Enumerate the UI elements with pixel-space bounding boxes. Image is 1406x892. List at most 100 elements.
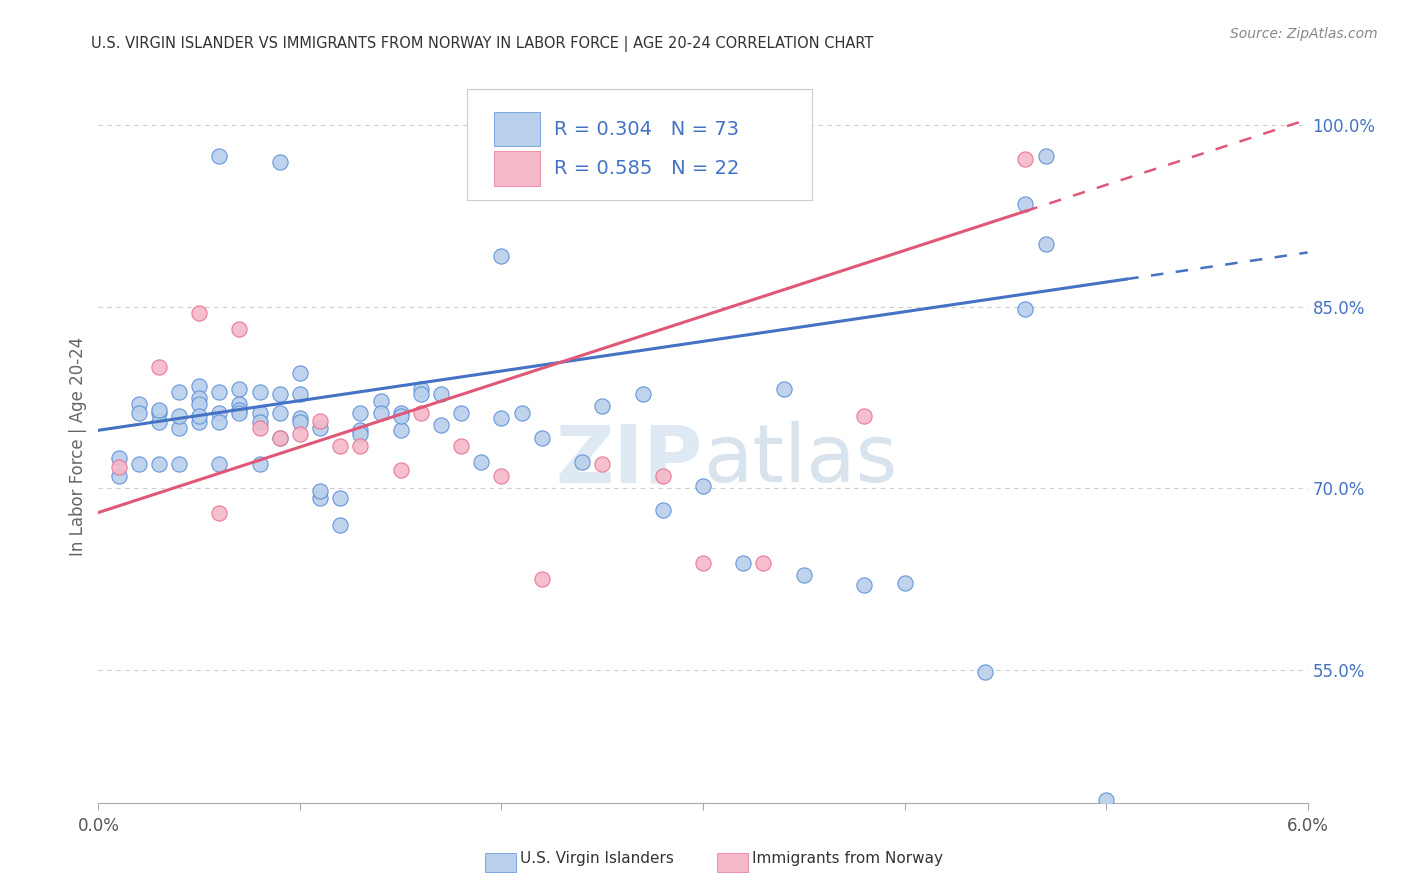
Point (491, 411, 513, 425)
Point (491, 469, 513, 483)
Point (107, 459, 129, 474)
Point (148, 415, 170, 429)
Point (269, 154, 291, 169)
Point (188, 306, 211, 320)
Point (692, 557, 714, 571)
Point (269, 431, 291, 445)
Point (793, 568, 815, 582)
Point (853, 409, 876, 423)
Point (148, 360, 170, 375)
FancyBboxPatch shape (467, 89, 811, 200)
Point (208, 406, 231, 420)
Point (510, 406, 533, 420)
Point (288, 426, 311, 441)
Text: R = 0.304   N = 73: R = 0.304 N = 73 (554, 120, 740, 138)
Point (188, 409, 211, 423)
Point (208, 506, 231, 520)
Text: atlas: atlas (703, 421, 897, 500)
Point (249, 415, 271, 429)
Point (1014, 197, 1036, 211)
Point (430, 387, 453, 401)
Point (208, 457, 231, 471)
Point (772, 382, 794, 396)
Point (651, 503, 673, 517)
Point (107, 451, 129, 466)
Point (389, 423, 412, 437)
Point (228, 406, 250, 420)
Point (370, 406, 392, 420)
Point (309, 483, 332, 498)
Point (228, 397, 250, 411)
Point (208, 149, 231, 163)
FancyBboxPatch shape (494, 152, 540, 186)
Point (228, 382, 250, 396)
Point (651, 469, 673, 483)
Point (974, 665, 997, 680)
Point (349, 439, 371, 453)
Point (249, 457, 271, 471)
Point (188, 397, 211, 411)
Point (288, 367, 311, 381)
Point (249, 421, 271, 435)
Point (450, 406, 472, 420)
Point (389, 406, 412, 420)
Point (530, 572, 553, 586)
Point (631, 387, 654, 401)
Text: Immigrants from Norway: Immigrants from Norway (752, 851, 943, 865)
Point (389, 463, 412, 477)
Point (148, 406, 170, 420)
Point (370, 394, 392, 409)
Point (188, 391, 211, 405)
Point (389, 409, 412, 423)
Point (249, 384, 271, 399)
Point (107, 469, 129, 483)
Text: U.S. Virgin Islanders: U.S. Virgin Islanders (520, 851, 673, 865)
Point (288, 411, 311, 425)
Point (450, 439, 472, 453)
Point (128, 457, 150, 471)
Point (228, 321, 250, 335)
Point (167, 457, 190, 471)
Point (853, 578, 876, 592)
Point (349, 426, 371, 441)
Point (309, 421, 332, 435)
Text: ZIP: ZIP (555, 421, 703, 500)
Point (329, 517, 352, 532)
Text: R = 0.585   N = 22: R = 0.585 N = 22 (554, 159, 740, 178)
Point (288, 415, 311, 429)
Point (530, 431, 553, 445)
Point (188, 378, 211, 392)
Point (409, 406, 432, 420)
Point (309, 414, 332, 428)
Point (1095, 793, 1118, 807)
Point (692, 479, 714, 493)
Point (591, 457, 613, 471)
Point (349, 406, 371, 420)
Point (591, 399, 613, 413)
Point (1014, 302, 1036, 317)
Point (148, 457, 170, 471)
Point (470, 455, 492, 469)
Point (208, 384, 231, 399)
Point (1035, 149, 1057, 163)
Point (349, 423, 371, 437)
Point (167, 421, 190, 435)
Point (128, 397, 150, 411)
Y-axis label: In Labor Force | Age 20-24: In Labor Force | Age 20-24 (69, 336, 87, 556)
Point (409, 382, 432, 396)
Point (491, 249, 513, 263)
Point (329, 491, 352, 505)
Point (188, 415, 211, 429)
Point (329, 439, 352, 453)
Point (733, 557, 755, 571)
Text: Source: ZipAtlas.com: Source: ZipAtlas.com (1230, 27, 1378, 41)
Point (269, 387, 291, 401)
Point (893, 575, 915, 590)
Point (1014, 153, 1036, 167)
Point (309, 491, 332, 505)
Point (167, 384, 190, 399)
Point (208, 415, 231, 429)
Point (571, 455, 593, 469)
Point (409, 387, 432, 401)
Point (128, 406, 150, 420)
